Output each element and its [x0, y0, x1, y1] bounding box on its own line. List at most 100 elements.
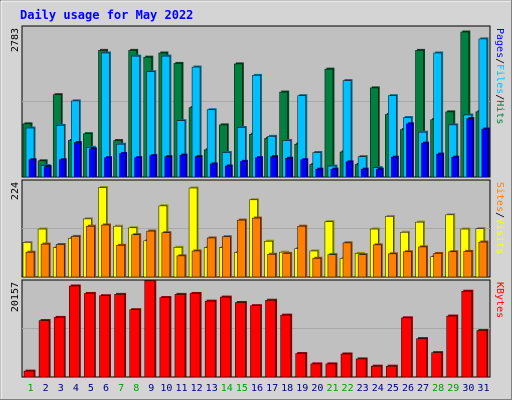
bar-kbytes-day-4	[69, 285, 80, 378]
series-pages	[28, 117, 490, 178]
series-sites	[25, 216, 489, 278]
bar-kbytes-day-31	[476, 330, 488, 378]
bar-pages-day-4	[74, 142, 81, 178]
bar-kbytes-day-29	[446, 315, 457, 378]
bar-sites-day-31	[478, 241, 488, 278]
x-tick-label: 22	[342, 383, 354, 394]
bar-kbytes-day-5	[84, 293, 95, 378]
bar-pages-day-14	[225, 165, 232, 178]
bar-kbytes-day-6	[99, 295, 110, 378]
x-tick-label: 15	[236, 383, 248, 394]
x-tick-label: 29	[447, 383, 459, 394]
legend-entry: /	[494, 94, 505, 100]
bar-sites-day-10	[161, 232, 171, 278]
bar-sites-day-13	[206, 237, 216, 278]
bar-sites-day-23	[357, 254, 367, 278]
bar-sites-day-28	[433, 253, 442, 278]
bar-kbytes-day-15	[235, 302, 246, 378]
x-tick-label: 5	[88, 383, 94, 394]
bar-kbytes-day-18	[280, 314, 291, 378]
bar-pages-day-22	[345, 161, 353, 178]
x-tick-label: 1	[28, 383, 34, 394]
bar-kbytes-day-22	[340, 353, 352, 378]
panel-max-label: 20157	[10, 282, 21, 312]
bar-kbytes-day-11	[174, 294, 186, 378]
bar-kbytes-day-24	[370, 365, 382, 378]
bar-pages-day-25	[391, 156, 398, 178]
bar-sites-day-21	[327, 254, 337, 278]
bar-pages-day-13	[209, 163, 217, 178]
bar-kbytes-day-10	[159, 297, 171, 378]
x-tick-label: 2	[43, 383, 49, 394]
panel-kbytes: 20157 KBytes	[10, 279, 505, 378]
x-tick-label: 26	[402, 383, 414, 394]
bar-pages-day-30	[466, 118, 474, 178]
x-tick-label: 31	[477, 383, 489, 394]
bar-kbytes-day-21	[325, 363, 337, 378]
x-tick-label: 28	[432, 383, 444, 394]
bar-pages-day-20	[315, 168, 323, 178]
legend-entry: KBytes	[494, 282, 505, 318]
bar-sites-day-2	[40, 243, 50, 278]
x-tick-label: 25	[387, 383, 399, 394]
x-tick-label: 27	[417, 383, 429, 394]
bar-sites-day-5	[86, 225, 95, 278]
bar-sites-day-12	[191, 250, 201, 278]
bar-pages-day-11	[179, 154, 187, 178]
x-tick-label: 17	[266, 383, 278, 394]
bar-pages-day-21	[330, 168, 338, 178]
bar-pages-day-12	[194, 156, 202, 178]
bar-sites-day-30	[463, 251, 473, 278]
bar-sites-day-1	[25, 251, 35, 278]
x-tick-label: 3	[58, 383, 64, 394]
bar-kbytes-day-28	[431, 352, 442, 378]
x-tick-label: 14	[221, 383, 233, 394]
bar-kbytes-day-17	[265, 300, 276, 378]
bar-sites-day-17	[267, 254, 276, 278]
bar-sites-day-20	[312, 258, 322, 278]
x-tick-label: 4	[73, 383, 79, 394]
bar-kbytes-day-25	[386, 365, 397, 378]
bar-sites-day-29	[448, 251, 457, 278]
bar-sites-day-7	[116, 245, 125, 278]
bar-kbytes-day-3	[53, 317, 65, 378]
legend-entry: Sites	[494, 182, 505, 212]
bar-kbytes-day-19	[295, 353, 306, 378]
bar-kbytes-day-9	[144, 280, 156, 378]
bar-pages-day-19	[300, 159, 307, 178]
panel-legend: Pages/Files/Hits	[494, 28, 505, 124]
x-tick-label: 19	[296, 383, 308, 394]
bar-pages-day-2	[43, 166, 51, 178]
bar-pages-day-15	[240, 161, 247, 178]
bar-kbytes-day-13	[204, 300, 216, 378]
bar-kbytes-day-30	[461, 290, 473, 378]
legend-entry: Visits	[494, 218, 505, 254]
x-tick-label: 9	[148, 383, 154, 394]
x-tick-label: 24	[372, 383, 384, 394]
legend-entry: Hits	[494, 100, 505, 124]
bar-pages-day-24	[375, 168, 383, 178]
bar-kbytes-day-27	[416, 338, 427, 378]
bar-sites-day-15	[237, 219, 246, 278]
bar-pages-day-1	[28, 159, 36, 178]
bar-pages-day-5	[89, 148, 96, 178]
panel-legend: KBytes	[494, 282, 505, 318]
bar-kbytes-day-26	[401, 317, 412, 378]
legend-entry: /	[494, 212, 505, 218]
series-kbytes	[23, 279, 489, 378]
bar-kbytes-day-23	[355, 358, 367, 378]
bar-sites-day-9	[146, 230, 156, 278]
x-tick-label: 10	[160, 383, 172, 394]
bar-pages-day-3	[58, 159, 66, 178]
bar-sites-day-19	[297, 225, 306, 278]
x-tick-label: 6	[103, 383, 109, 394]
chart-title: Daily usage for May 2022	[20, 8, 193, 22]
x-tick-labels: 1 2 3 4 5 6 7 8 9 10 11 12 13 14 15 16 17 18 19 20 21 22 23 24 2…	[28, 383, 490, 394]
bar-pages-day-29	[451, 156, 458, 178]
bar-pages-day-28	[436, 153, 443, 178]
bar-kbytes-day-1	[23, 370, 35, 378]
bar-sites-day-26	[403, 251, 412, 278]
bar-kbytes-day-16	[250, 305, 261, 378]
bar-hits-day-24	[369, 87, 379, 178]
